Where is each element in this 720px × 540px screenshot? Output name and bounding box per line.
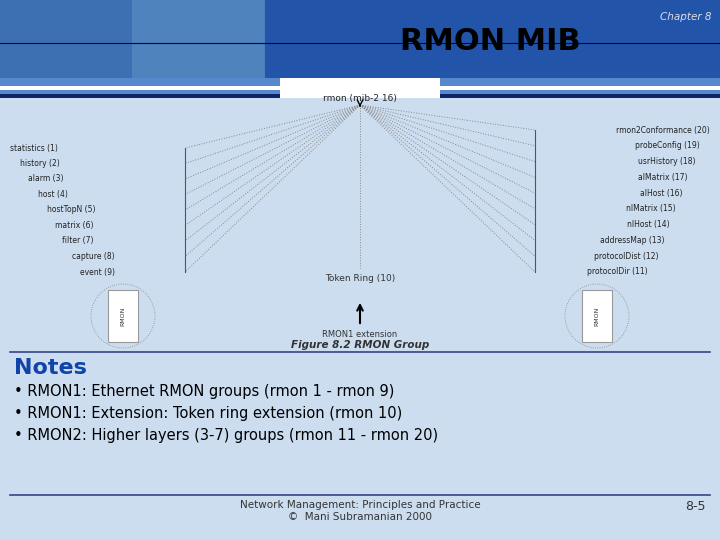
Text: event (9): event (9) [80,267,115,276]
Text: Token Ring (10): Token Ring (10) [325,274,395,283]
Text: probeConfig (19): probeConfig (19) [635,141,700,150]
Text: usrHistory (18): usrHistory (18) [637,157,695,166]
Text: Figure 8.2 RMON Group: Figure 8.2 RMON Group [291,340,429,350]
Bar [0,78,720,86]
Text: hostTopN (5): hostTopN (5) [47,206,96,214]
Bar [0,94,720,98]
Text: matrix (6): matrix (6) [55,221,94,230]
Bar [280,78,440,98]
Text: RMON: RMON [120,306,125,326]
Bar [0,90,720,94]
Text: 8-5: 8-5 [685,500,706,513]
Text: alarm (3): alarm (3) [28,174,63,184]
Bar [0,0,720,78]
Text: capture (8): capture (8) [72,252,114,261]
Text: protocolDist (12): protocolDist (12) [593,252,658,261]
Text: host (4): host (4) [38,190,68,199]
Text: • RMON2: Higher layers (3-7) groups (rmon 11 - rmon 20): • RMON2: Higher layers (3-7) groups (rmo… [14,428,438,443]
Text: filter (7): filter (7) [62,237,94,246]
Text: statistics (1): statistics (1) [10,144,58,152]
Text: RMON MIB: RMON MIB [400,28,580,57]
Text: addressMap (13): addressMap (13) [600,236,665,245]
Text: alHost (16): alHost (16) [639,188,682,198]
Bar [108,290,138,342]
Text: RMON1 extension: RMON1 extension [323,330,397,339]
Text: nlMatrix (15): nlMatrix (15) [626,204,676,213]
Text: Network Management: Principles and Practice
©  Mani Subramanian 2000: Network Management: Principles and Pract… [240,500,480,522]
Bar [0,86,720,90]
Text: Chapter 8: Chapter 8 [660,12,712,22]
Text: rmon2Conformance (20): rmon2Conformance (20) [616,125,710,134]
Text: history (2): history (2) [20,159,60,168]
Text: protocolDir (11): protocolDir (11) [588,267,648,276]
Text: RMON: RMON [595,306,600,326]
Text: Notes: Notes [14,358,87,378]
Text: rmon (mib-2 16): rmon (mib-2 16) [323,94,397,103]
Text: • RMON1: Extension: Token ring extension (rmon 10): • RMON1: Extension: Token ring extension… [14,406,402,421]
Bar [0,0,265,78]
Bar [132,0,264,78]
Bar [0,0,132,78]
Text: alMatrix (17): alMatrix (17) [639,173,688,182]
Text: nlHost (14): nlHost (14) [627,220,670,229]
Text: • RMON1: Ethernet RMON groups (rmon 1 - rmon 9): • RMON1: Ethernet RMON groups (rmon 1 - … [14,384,395,399]
Bar [582,290,612,342]
